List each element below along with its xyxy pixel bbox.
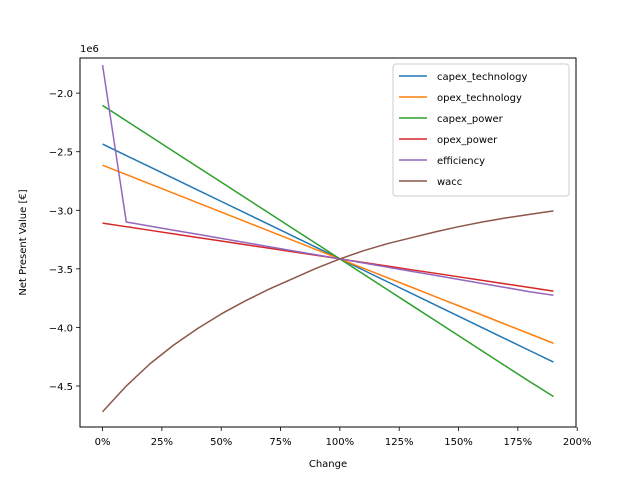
y-offset-label: 1e6	[80, 44, 99, 55]
x-tick-label: 100%	[326, 437, 355, 448]
y-tick-label: −4.5	[49, 382, 73, 393]
series-line-wacc	[101, 210, 554, 413]
x-tick-label: 75%	[269, 437, 291, 448]
x-tick-label: 125%	[385, 437, 414, 448]
legend-label: wacc	[437, 177, 462, 188]
y-axis-title: Net Present Value [€]	[18, 189, 29, 295]
series-line-efficiency	[101, 64, 554, 296]
y-tick-label: −2.0	[49, 89, 73, 100]
legend-label: efficiency	[437, 156, 485, 167]
plot-area	[101, 64, 554, 413]
legend-label: opex_power	[437, 135, 498, 146]
x-tick-label: 175%	[504, 437, 533, 448]
series-line-capex-technology	[102, 143, 554, 363]
y-tick-label: −3.0	[49, 206, 73, 217]
x-tick-label: 50%	[210, 437, 232, 448]
x-tick-label: 25%	[151, 437, 173, 448]
legend-label: capex_technology	[437, 72, 527, 83]
y-axis-ticks: −4.5 −4.0 −3.5 −3.0 −2.5 −2.0	[49, 89, 80, 393]
legend-label: capex_power	[437, 114, 504, 125]
y-tick-label: −3.5	[49, 265, 73, 276]
legend-label: opex_technology	[437, 93, 522, 104]
x-axis-title: Change	[309, 459, 347, 470]
series-line-opex-technology	[102, 164, 554, 344]
legend-box	[392, 63, 570, 197]
x-axis-ticks: 0% 25% 50% 75% 100% 125% 150% 175% 200%	[95, 427, 592, 448]
legend: capex_technology opex_technology capex_pow…	[392, 63, 570, 197]
x-tick-label: 200%	[563, 437, 592, 448]
axes-frame	[79, 57, 577, 428]
y-tick-label: −4.0	[49, 323, 73, 334]
x-tick-label: 150%	[444, 437, 473, 448]
x-tick-label: 0%	[95, 437, 111, 448]
y-tick-label: −2.5	[49, 148, 73, 159]
series-line-capex-power	[102, 104, 554, 398]
